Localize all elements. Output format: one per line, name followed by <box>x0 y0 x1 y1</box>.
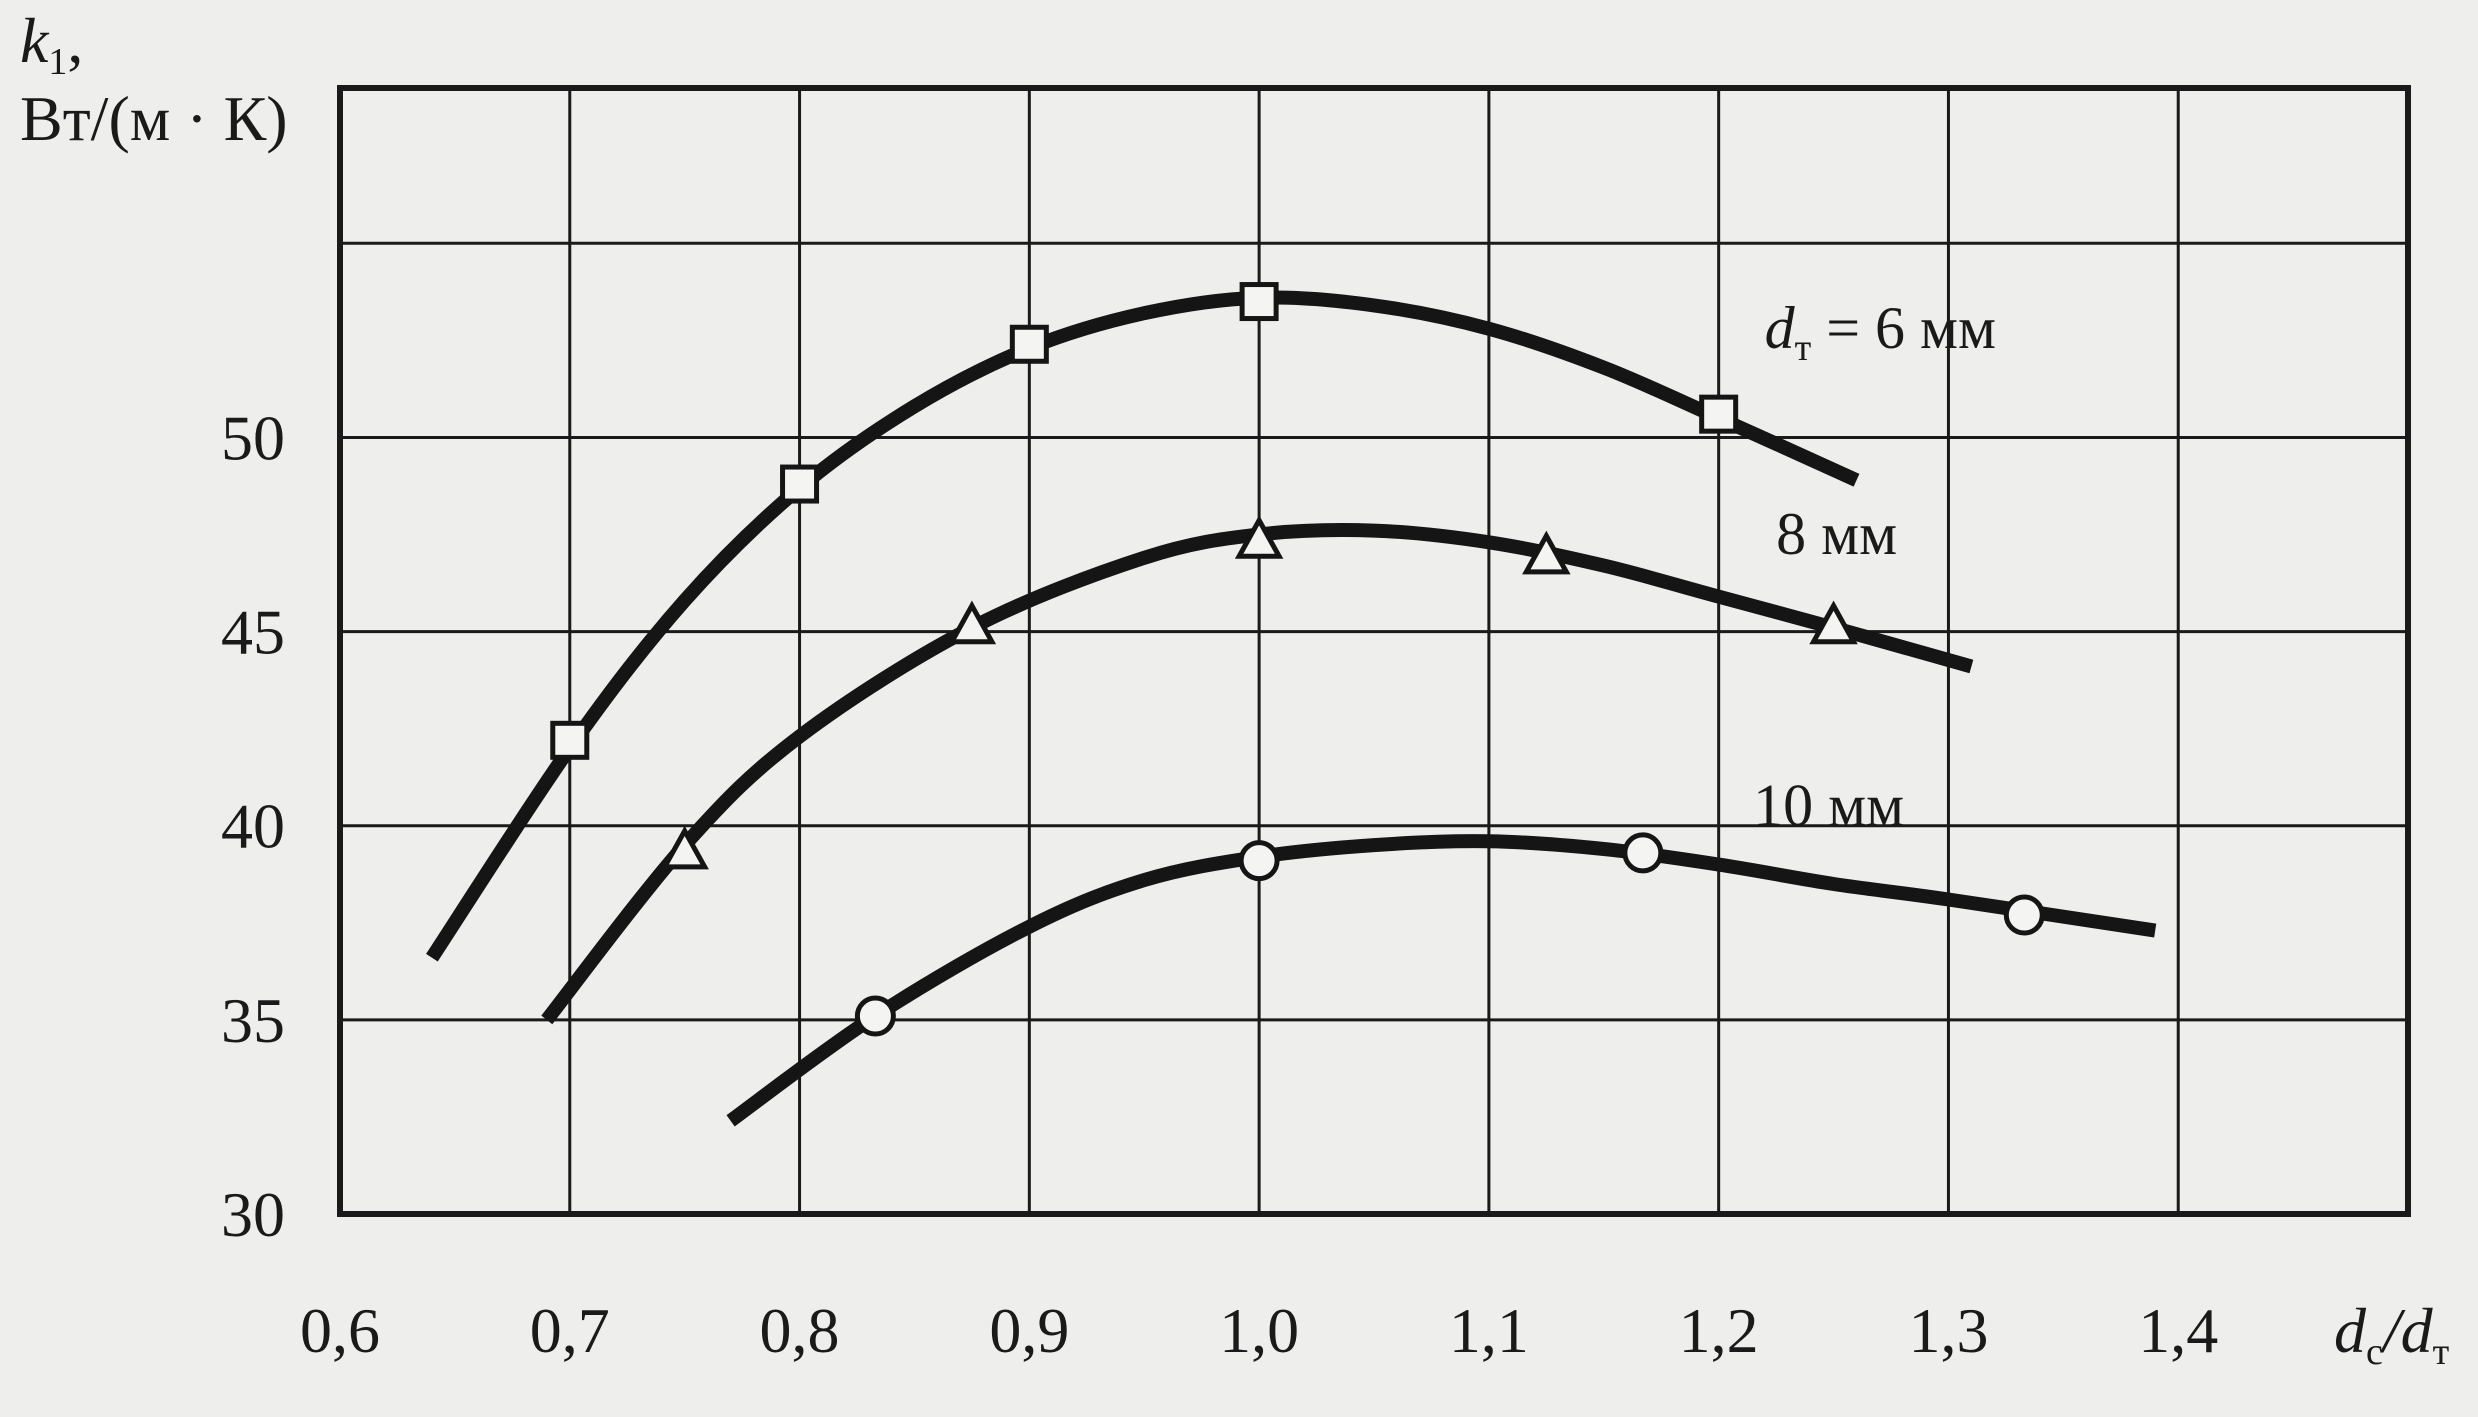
curve-labels: dт = 6 мм 8 мм 10 мм <box>1753 295 1996 839</box>
x-axis-label-symbol1: d <box>2334 1295 2367 1366</box>
x-tick-label-5: 1,1 <box>1449 1295 1529 1366</box>
y-axis-label-subscript: 1 <box>48 41 67 83</box>
y-axis-label-comma: , <box>67 5 83 76</box>
series-1-point-3 <box>1522 530 1571 575</box>
y-tick-label-0: 30 <box>221 1179 285 1250</box>
y-tick-label-1: 35 <box>221 985 285 1056</box>
series-0-point-0 <box>550 720 590 760</box>
series-0-curve <box>426 290 1860 962</box>
series-0-point-1 <box>780 464 820 504</box>
series-2-label: 10 мм <box>1753 773 1904 839</box>
y-axis-label-line2: Вт/(м · К) <box>20 83 288 154</box>
y-axis-label-symbol: k <box>20 5 50 76</box>
series-2-point-2 <box>1622 832 1664 874</box>
series-1-point-2 <box>1234 515 1284 559</box>
y-tick-label-2: 40 <box>221 791 285 862</box>
x-axis-label: dс/dт <box>2334 1295 2450 1373</box>
tick-labels: 0,6 0,7 0,8 0,9 1,0 1,1 1,2 1,3 1,4 30 35 40 45 50 <box>221 402 2218 1366</box>
x-axis-label-subscript2: т <box>2433 1331 2450 1373</box>
x-tick-label-6: 1,2 <box>1679 1295 1759 1366</box>
series-markers <box>550 282 2045 1037</box>
x-tick-label-0: 0,6 <box>300 1295 380 1366</box>
series-0-label: dт = 6 мм <box>1765 295 1996 369</box>
series-0-label-text: = 6 мм <box>1811 295 1996 361</box>
x-tick-label-1: 0,7 <box>530 1295 610 1366</box>
series-0-label-subscript: т <box>1795 327 1812 369</box>
x-tick-label-7: 1,3 <box>1908 1295 1988 1366</box>
series-1-label: 8 мм <box>1776 501 1897 567</box>
series-0-point-4 <box>1699 394 1739 434</box>
y-axis-label-line1: k1, <box>20 5 83 83</box>
x-axis-label-symbol2: /d <box>2380 1295 2434 1366</box>
y-tick-label-3: 45 <box>221 597 285 668</box>
series-0-point-3 <box>1239 282 1279 322</box>
series-2-point-1 <box>1238 840 1280 882</box>
series-0-label-symbol: d <box>1765 295 1796 361</box>
x-tick-label-4: 1,0 <box>1219 1295 1299 1366</box>
series-1-point-0 <box>660 825 709 870</box>
y-tick-label-4: 50 <box>221 402 285 473</box>
x-tick-label-3: 0,9 <box>989 1295 1069 1366</box>
series-2-point-3 <box>2003 894 2045 936</box>
x-tick-label-2: 0,8 <box>760 1295 840 1366</box>
plot-frame <box>337 85 2411 1217</box>
series-1-point-4 <box>1809 600 1858 645</box>
x-tick-label-8: 1,4 <box>2138 1295 2218 1366</box>
series-2-point-0 <box>854 995 896 1037</box>
series-2-curve <box>726 834 2157 1127</box>
series-0-point-2 <box>1009 324 1049 364</box>
x-axis-label-subscript1: с <box>2366 1331 2383 1373</box>
series-1-point-1 <box>947 600 997 645</box>
series-curves <box>426 290 2157 1127</box>
